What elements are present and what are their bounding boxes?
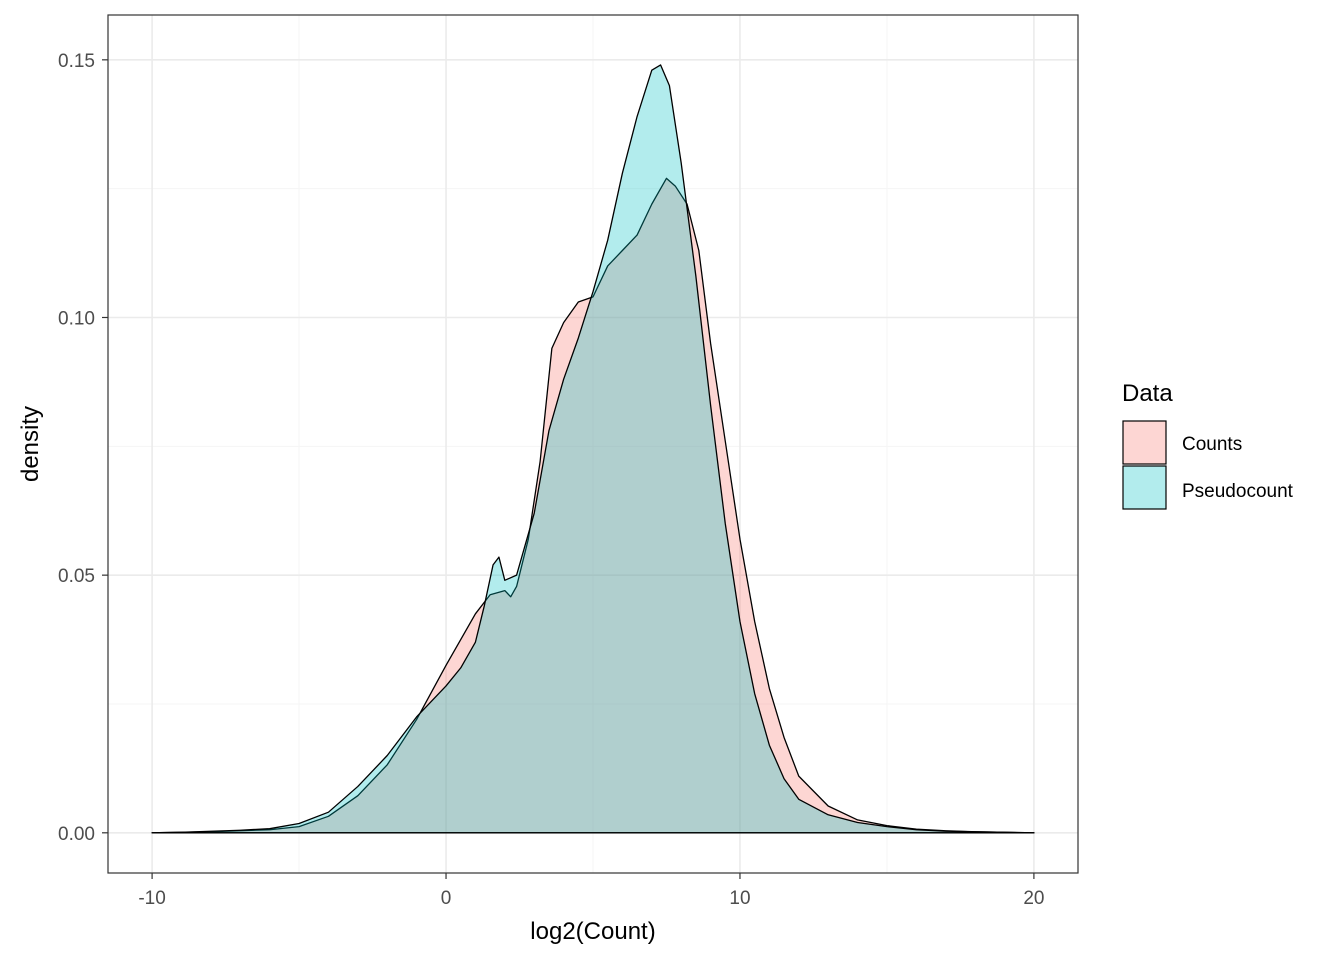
legend-key-pseudocount	[1122, 465, 1167, 510]
x-axis-title: log2(Count)	[530, 918, 655, 945]
x-tick-label: -10	[138, 888, 165, 909]
y-axis-title: density	[17, 406, 44, 482]
density-area-pseudocount	[151, 64, 1035, 834]
y-tick-label: 0.05	[58, 566, 95, 587]
density-area-counts	[151, 177, 1035, 834]
x-tick-label: 0	[441, 888, 452, 909]
panel-border	[107, 14, 1079, 874]
legend: Data Counts Pseudocount	[1122, 380, 1294, 510]
plot-panel	[107, 14, 1079, 874]
x-tick-label: 20	[1023, 888, 1044, 909]
legend-label-counts: Counts	[1182, 434, 1242, 455]
y-tick-label: 0.15	[58, 51, 95, 72]
x-tick-label: 10	[729, 888, 750, 909]
minor-gridlines	[108, 15, 1078, 873]
legend-label-pseudocount: Pseudocount	[1182, 481, 1294, 502]
y-tick-label: 0.00	[58, 824, 95, 845]
y-tick-label: 0.10	[58, 308, 95, 329]
legend-key-counts	[1122, 420, 1167, 465]
x-axis-ticks: -10 0 10 20	[138, 873, 1044, 909]
y-axis-ticks: 0.00 0.05 0.10 0.15	[58, 51, 108, 845]
density-areas	[151, 64, 1035, 834]
legend-title: Data	[1122, 380, 1173, 407]
